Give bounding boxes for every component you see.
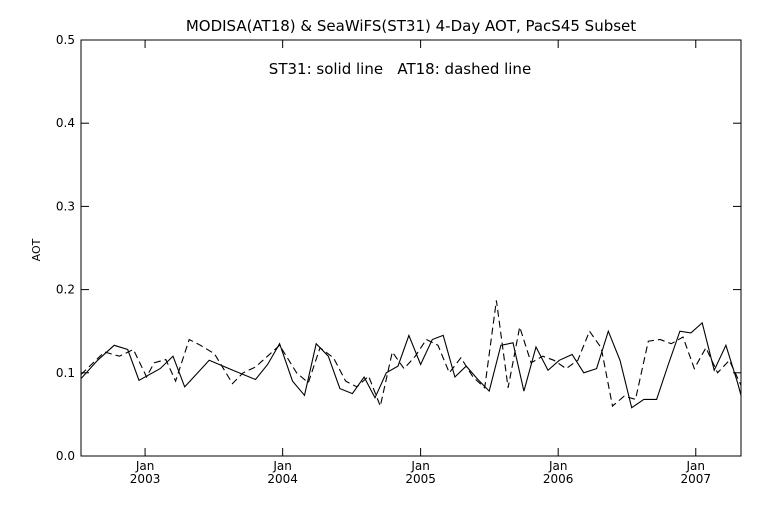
x-tick-year-label: 2003 [130, 472, 161, 486]
x-tick-year-label: 2006 [543, 472, 574, 486]
y-tick-label: 0.5 [56, 33, 75, 47]
series-line-at18 [80, 300, 742, 408]
x-tick-month-label: Jan [410, 459, 430, 473]
series-layer [80, 300, 742, 409]
x-tick-year-label: 2005 [405, 472, 436, 486]
y-tick-label: 0.2 [56, 283, 75, 297]
x-tick-month-label: Jan [686, 459, 706, 473]
y-tick-label: 0.0 [56, 449, 75, 463]
y-axis-ticks: 0.0 0.1 0.2 0.3 0.4 0.5 [56, 33, 741, 463]
plot-frame [80, 39, 742, 457]
x-tick-month-label: Jan [135, 459, 155, 473]
y-tick-label: 0.4 [56, 116, 75, 130]
series-line-st31 [80, 321, 742, 409]
x-tick-year-label: 2007 [680, 472, 711, 486]
legend-annotation: ST31: solid line AT18: dashed line [269, 60, 531, 78]
x-tick-year-label: 2004 [267, 472, 298, 486]
chart-title: MODISA(AT18) & SeaWiFS(ST31) 4-Day AOT, … [186, 17, 636, 35]
x-tick-month-label: Jan [272, 459, 292, 473]
y-tick-label: 0.1 [56, 366, 75, 380]
y-axis-label: AOT [30, 238, 43, 261]
y-tick-label: 0.3 [56, 199, 75, 213]
x-tick-month-label: Jan [548, 459, 568, 473]
